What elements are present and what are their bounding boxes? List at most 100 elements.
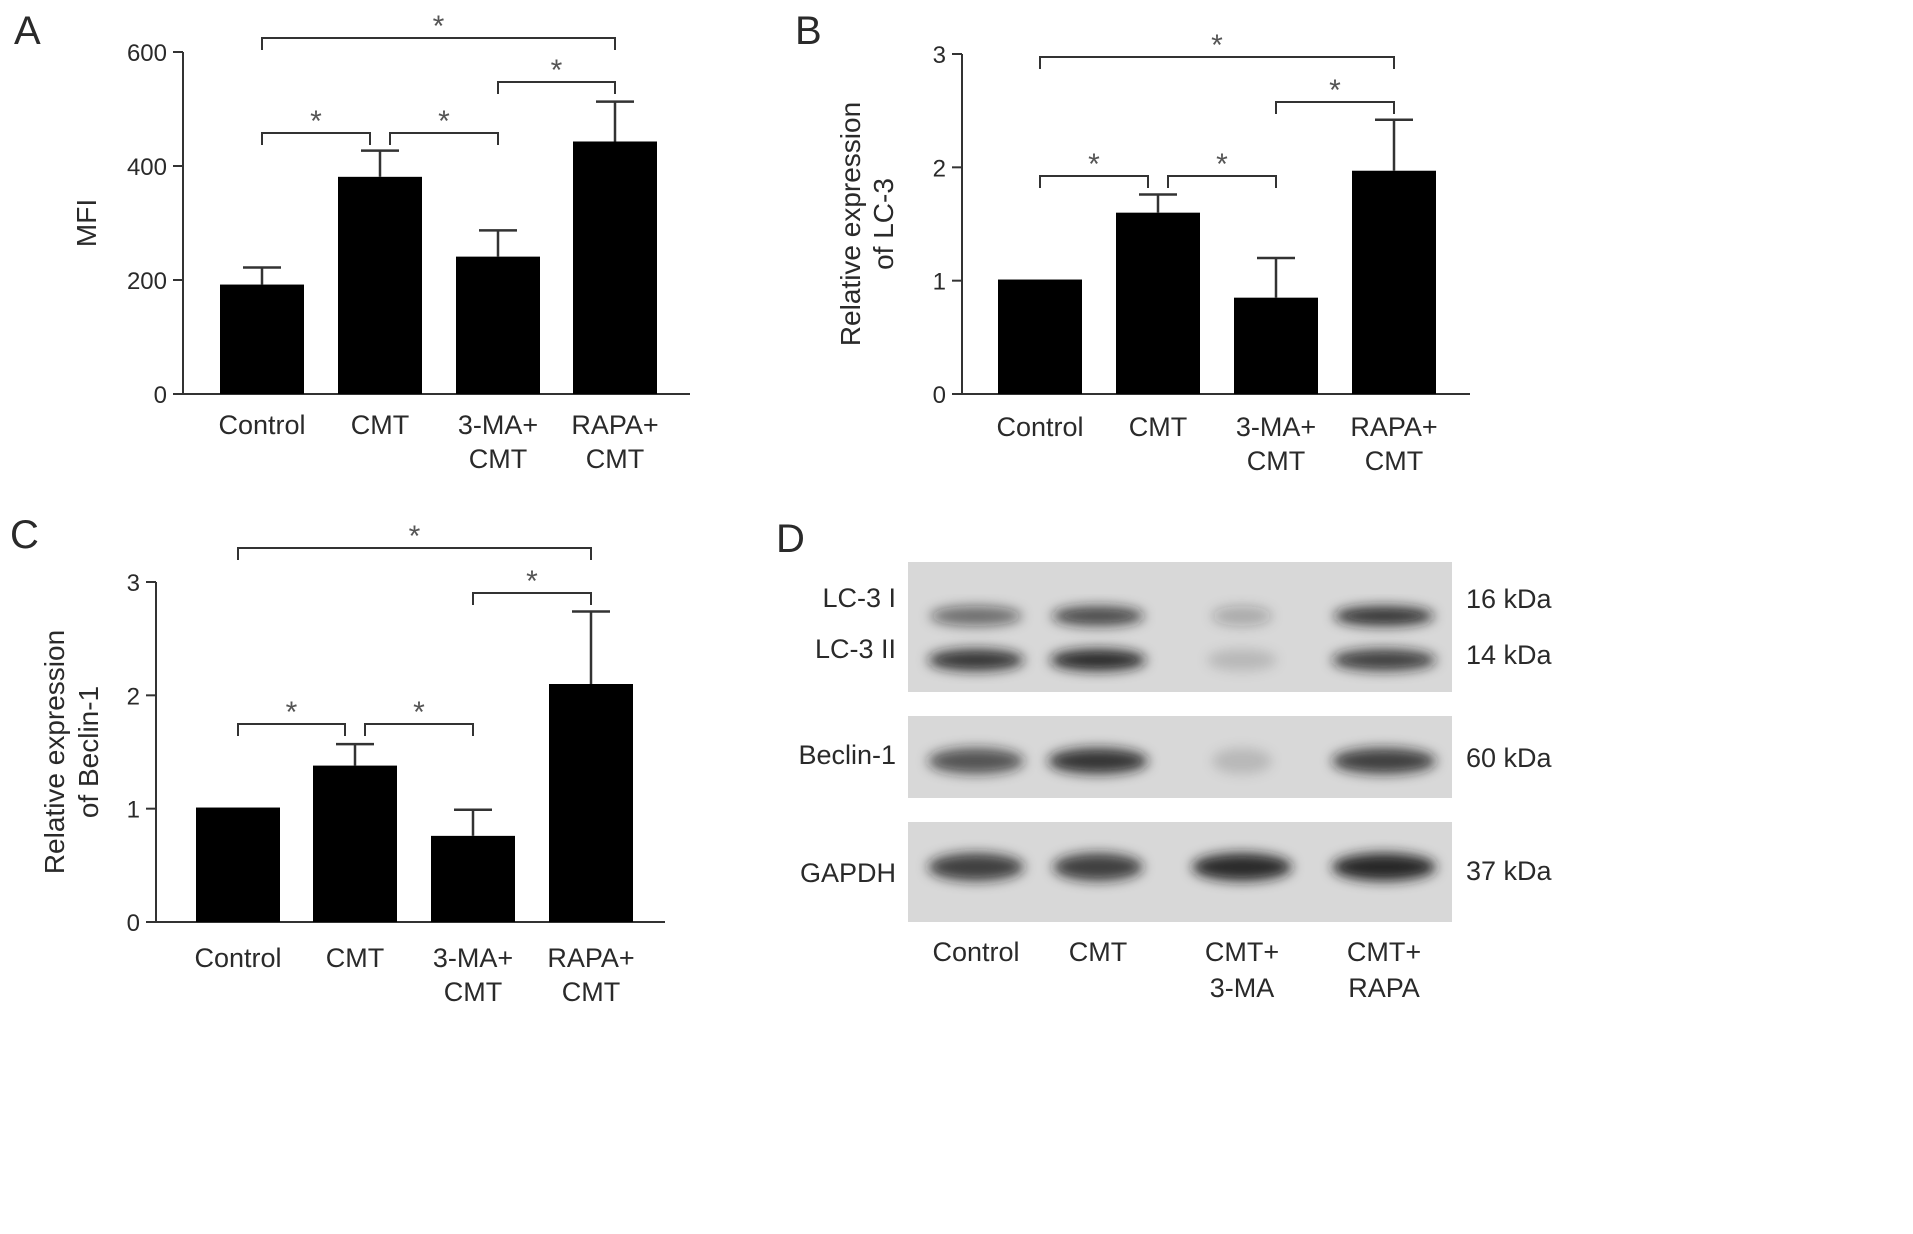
x-category-label: Control <box>218 410 305 440</box>
blot-lane-label: CMT+ <box>1347 937 1421 967</box>
significance-star: * <box>1088 148 1100 181</box>
blot-row-label: LC-3 II <box>815 634 896 664</box>
bar <box>1352 170 1436 394</box>
x-category-label: Control <box>194 943 281 973</box>
blot-band <box>1207 649 1277 671</box>
y-tick-label: 200 <box>127 268 167 295</box>
blot-band <box>1050 649 1146 671</box>
x-category-label: CMT <box>1129 412 1187 442</box>
significance-star: * <box>551 54 563 87</box>
bar <box>431 835 515 922</box>
blot-band <box>1053 853 1143 881</box>
blot-band <box>1332 853 1436 881</box>
blot-row-label: GAPDH <box>800 858 896 888</box>
blot-row-label: Beclin-1 <box>798 740 896 770</box>
bar <box>313 765 397 922</box>
panel-letter-c: C <box>10 513 39 557</box>
blot-band <box>928 853 1024 881</box>
significance-bracket <box>1039 56 1395 69</box>
bar <box>1234 297 1318 394</box>
significance-star: * <box>413 696 425 729</box>
blot-band <box>1332 649 1436 671</box>
blot-band <box>930 606 1022 626</box>
significance-star: * <box>526 565 538 598</box>
molecular-weight-label: 60 kDa <box>1466 743 1553 773</box>
y-tick-label: 3 <box>933 42 946 69</box>
y-tick-label: 600 <box>127 40 167 67</box>
bar <box>573 141 657 394</box>
bar <box>196 807 280 922</box>
blot-band <box>1212 748 1272 774</box>
x-category-label: 3-MA+ <box>1236 412 1316 442</box>
molecular-weight-label: 14 kDa <box>1466 640 1553 670</box>
blot-band <box>1332 748 1436 774</box>
x-category-label: CMT <box>1365 446 1423 476</box>
x-category-label: CMT <box>326 943 384 973</box>
significance-star: * <box>1211 29 1223 62</box>
panel-letter-a: A <box>14 9 41 53</box>
blot-band <box>1334 606 1434 626</box>
significance-star: * <box>1216 148 1228 181</box>
significance-star: * <box>1329 74 1341 107</box>
panel-a-chart: A 0 200 400 600 MFI Control CMT 3-MA+ CMT RAPA+ CMT… <box>14 9 690 474</box>
y-tick-label: 1 <box>933 269 946 296</box>
x-category-label: CMT <box>469 444 527 474</box>
bar <box>1116 212 1200 394</box>
y-axis-label: Relative expression <box>39 630 70 874</box>
x-category-label: CMT <box>444 977 502 1007</box>
significance-bracket <box>237 723 346 736</box>
y-tick-label: 400 <box>127 154 167 181</box>
significance-bracket <box>261 37 616 50</box>
significance-bracket <box>472 592 592 605</box>
y-tick-label: 0 <box>127 910 140 937</box>
significance-bracket <box>1039 175 1149 188</box>
panel-letter-d: D <box>776 517 805 561</box>
x-category-label: RAPA+ <box>1350 412 1437 442</box>
blot-lane-label: CMT <box>1069 937 1127 967</box>
panel-b-chart: B 0 1 2 3 Relative expression of LC-3 Control CM… <box>795 9 1470 476</box>
bar <box>998 279 1082 394</box>
significance-star: * <box>286 696 298 729</box>
blot-band <box>928 748 1024 774</box>
y-axis-label: of LC-3 <box>868 178 899 270</box>
blot-band <box>928 649 1024 671</box>
significance-star: * <box>409 520 421 553</box>
significance-star: * <box>310 105 322 138</box>
y-tick-label: 1 <box>127 797 140 824</box>
y-tick-label: 0 <box>933 382 946 409</box>
x-category-label: 3-MA+ <box>458 410 538 440</box>
bar <box>220 284 304 394</box>
x-category-label: CMT <box>586 444 644 474</box>
blot-strip <box>908 562 1452 692</box>
y-axis-label: Relative expression <box>835 102 866 346</box>
bar <box>549 684 633 922</box>
blot-band <box>1052 606 1144 626</box>
x-category-label: CMT <box>351 410 409 440</box>
significance-bracket <box>389 132 499 145</box>
x-category-label: CMT <box>562 977 620 1007</box>
blot-band <box>1048 748 1148 774</box>
blot-lane-label: Control <box>932 937 1019 967</box>
blot-band <box>1212 606 1272 626</box>
bar <box>456 256 540 394</box>
panel-letter-b: B <box>795 9 822 53</box>
y-axis-label: of Beclin-1 <box>73 686 104 818</box>
significance-bracket <box>1167 175 1277 188</box>
panel-d-western-blot: D LC-3 I LC-3 II 16 kDa 14 kDa Beclin-1 60 kDa… <box>776 517 1553 1003</box>
significance-star: * <box>433 10 445 43</box>
significance-bracket <box>364 723 474 736</box>
x-category-label: RAPA+ <box>571 410 658 440</box>
significance-star: * <box>438 105 450 138</box>
blot-lane-label: CMT+ <box>1205 937 1279 967</box>
blot-band <box>1192 853 1292 881</box>
significance-bracket <box>237 547 592 560</box>
molecular-weight-label: 16 kDa <box>1466 584 1553 614</box>
panel-c-chart: C 0 1 2 3 Relative expression of Beclin-1 Contr… <box>10 513 665 1007</box>
x-category-label: Control <box>996 412 1083 442</box>
x-category-label: 3-MA+ <box>433 943 513 973</box>
blot-lane-label: 3-MA <box>1210 973 1275 1003</box>
y-tick-label: 0 <box>154 382 167 409</box>
blot-lane-label: RAPA <box>1348 973 1420 1003</box>
x-category-label: CMT <box>1247 446 1305 476</box>
